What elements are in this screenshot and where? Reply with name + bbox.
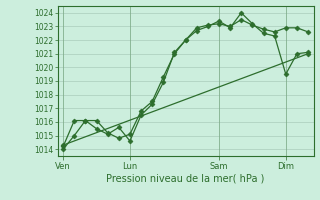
X-axis label: Pression niveau de la mer( hPa ): Pression niveau de la mer( hPa ) bbox=[107, 173, 265, 183]
